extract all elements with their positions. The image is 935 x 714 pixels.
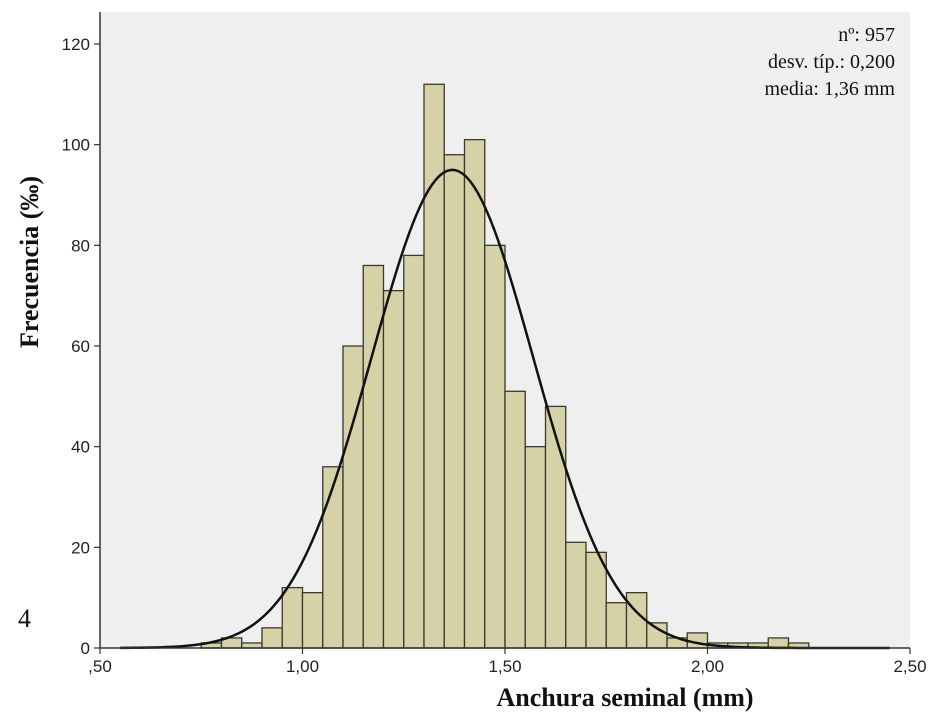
y-tick-label: 60 — [71, 337, 90, 356]
histogram-bar — [586, 552, 606, 648]
y-tick-label: 80 — [71, 236, 90, 255]
annotation-mean: media: 1,36 mm — [764, 78, 895, 100]
histogram-bar — [627, 593, 647, 648]
histogram-bar — [768, 638, 788, 648]
y-tick-label: 0 — [81, 639, 90, 658]
histogram-bar — [465, 140, 485, 648]
histogram-bar — [606, 603, 626, 648]
histogram-bar — [262, 628, 282, 648]
x-tick-label: 2,50 — [893, 657, 926, 676]
y-tick-label: 120 — [62, 35, 90, 54]
histogram-bar — [323, 467, 343, 648]
histogram-bar — [384, 291, 404, 648]
histogram-bar — [505, 391, 525, 648]
histogram-bar — [485, 245, 505, 648]
histogram-bar — [282, 588, 302, 648]
histogram-bar — [546, 406, 566, 648]
histogram-bar — [424, 84, 444, 648]
x-tick-label: 1,50 — [488, 657, 521, 676]
y-axis-title: Frecuencia (‰) — [15, 176, 44, 348]
panel-label: 4 — [18, 604, 31, 634]
x-axis-title: Anchura seminal (mm) — [496, 683, 753, 712]
histogram-bar — [343, 346, 363, 648]
histogram-bar — [242, 643, 262, 648]
histogram-bar — [566, 542, 586, 648]
annotation-n: nº: 957 — [838, 24, 895, 46]
histogram-bar — [404, 255, 424, 648]
y-axis: 0 20 40 60 80 100 120 — [62, 35, 100, 658]
histogram-bar — [444, 155, 464, 648]
x-axis: ,50 1,00 1,50 2,00 2,50 — [88, 648, 926, 676]
y-tick-label: 20 — [71, 538, 90, 557]
x-tick-label: 2,00 — [691, 657, 724, 676]
annotation-sd: desv. típ.: 0,200 — [768, 51, 895, 73]
histogram-bar — [303, 593, 323, 648]
x-tick-label: ,50 — [88, 657, 112, 676]
y-tick-label: 100 — [62, 136, 90, 155]
y-tick-label: 40 — [71, 438, 90, 457]
histogram-bar — [647, 623, 667, 648]
histogram-bar — [525, 447, 545, 648]
x-tick-label: 1,00 — [286, 657, 319, 676]
